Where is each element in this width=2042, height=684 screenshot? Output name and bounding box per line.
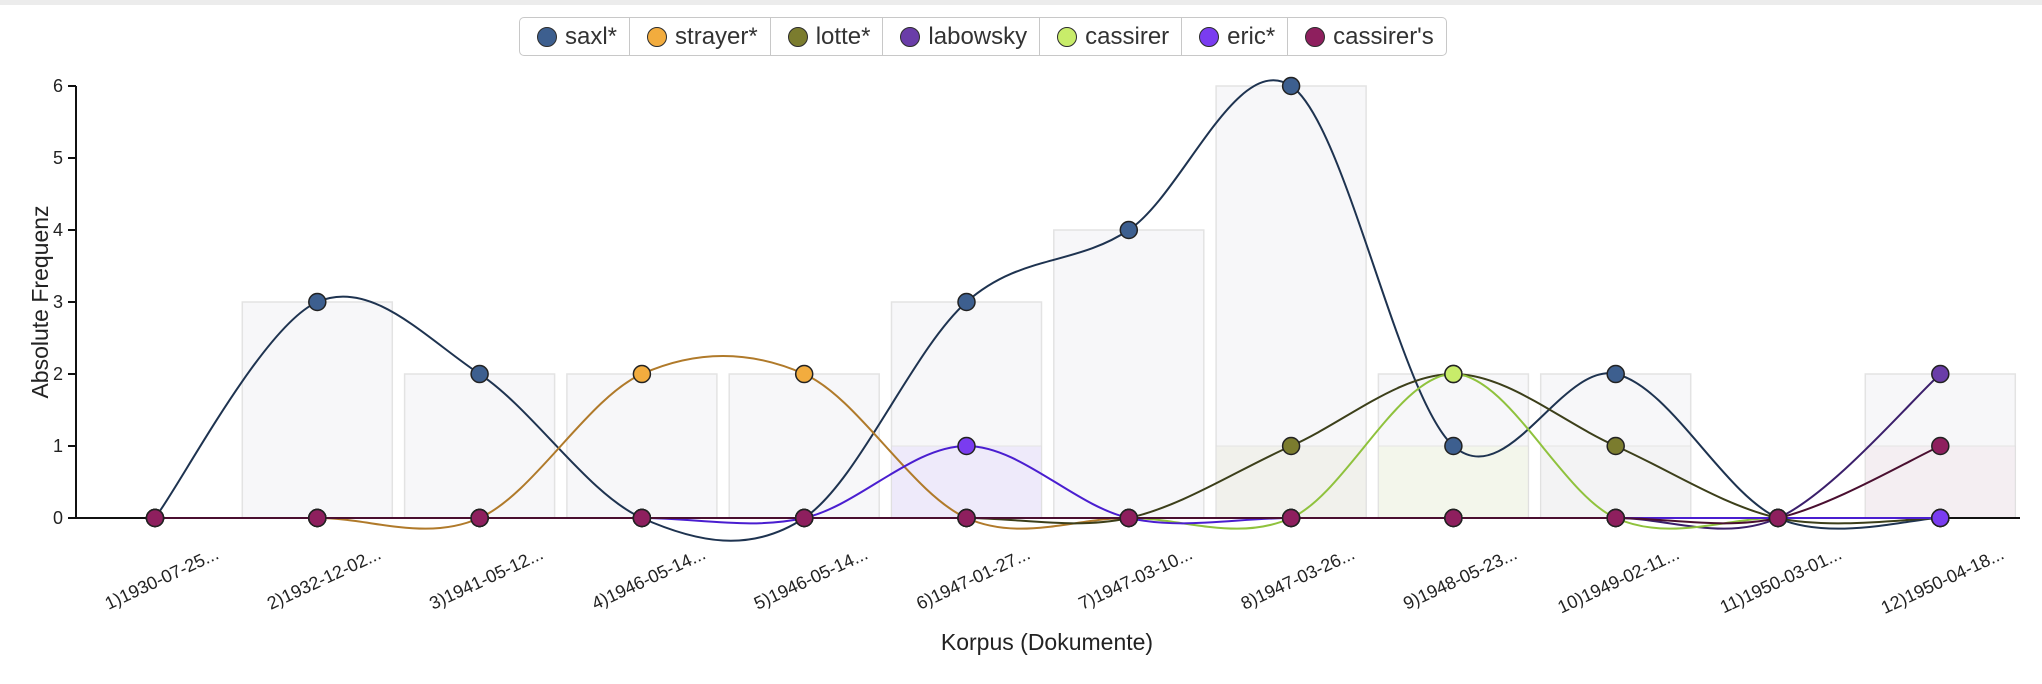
x-tick-label: 10)1949-02-11...: [1555, 543, 1683, 617]
data-point-strayer[interactable]: [632, 364, 652, 384]
data-point-saxl[interactable]: [1444, 436, 1463, 456]
legend-label: cassirer: [1085, 22, 1170, 50]
data-point-cassirer-s[interactable]: [794, 508, 814, 528]
legend-swatch: [537, 26, 557, 47]
data-point-cassirer[interactable]: [1444, 364, 1463, 384]
x-tick-label: 9)1948-05-23...: [1400, 543, 1520, 613]
x-tick-label: 6)1947-01-27...: [913, 543, 1033, 613]
background-bar: [1053, 229, 1205, 519]
y-tick-label: 6: [53, 76, 63, 96]
data-point-cassirer-s[interactable]: [1606, 508, 1625, 528]
legend-item-saxl[interactable]: saxl*: [520, 18, 629, 55]
chart-legend: saxl* strayer* lotte* labowsky cassirer eric*…: [519, 17, 1447, 56]
background-bar: [241, 301, 394, 519]
legend-label: labowsky: [928, 22, 1028, 50]
series-line-cassirer-s: [155, 445, 1941, 525]
x-tick-label: 5)1946-05-14...: [751, 543, 871, 613]
legend-label: lotte*: [815, 22, 871, 50]
x-tick-label: 7)1947-03-10...: [1075, 543, 1195, 613]
y-tick-label: 3: [53, 292, 63, 312]
legend-item-cassirer[interactable]: cassirer: [1039, 18, 1181, 55]
data-point-lotte[interactable]: [1606, 436, 1625, 456]
data-point-saxl[interactable]: [308, 292, 327, 312]
data-point-eric[interactable]: [957, 436, 976, 456]
background-bars: [241, 85, 2017, 519]
background-bar: [566, 373, 718, 519]
x-tick-label: 4)1946-05-14...: [589, 543, 709, 613]
data-point-cassirer-s[interactable]: [1768, 508, 1788, 528]
data-point-cassirer-s[interactable]: [1119, 508, 1139, 528]
data-point-lotte[interactable]: [1281, 436, 1301, 456]
background-bar-inner: [1215, 445, 1367, 519]
data-point-cassirer-s[interactable]: [1281, 508, 1301, 528]
data-point-cassirer-s[interactable]: [1931, 436, 1950, 456]
legend-label: eric*: [1227, 22, 1276, 50]
legend-swatch: [647, 26, 668, 47]
data-point-saxl[interactable]: [957, 292, 976, 312]
background-bar-inner: [1540, 445, 1692, 519]
data-point-saxl[interactable]: [470, 364, 489, 384]
data-point-cassirer-s[interactable]: [470, 508, 489, 528]
top-strip: [0, 0, 2042, 5]
background-bar-inner: [1864, 445, 2016, 519]
background-bar-inner: [891, 445, 1042, 519]
background-bar: [403, 373, 556, 519]
y-tick-label: 4: [53, 220, 63, 240]
y-axis-title: Absolute Frequenz: [27, 205, 53, 398]
legend-swatch: [1057, 26, 1078, 47]
background-bar-inner: [1377, 445, 1529, 519]
data-point-saxl[interactable]: [1606, 364, 1625, 384]
y-tick-label: 5: [53, 148, 63, 168]
x-axis-title: Korpus (Dokumente): [941, 629, 1153, 655]
data-point-labowsky[interactable]: [1931, 364, 1950, 384]
x-tick-label: 11)1950-03-01...: [1717, 543, 1845, 617]
x-tick-label: 1)1930-07-25...: [102, 543, 222, 613]
data-point-cassirer-s[interactable]: [632, 508, 652, 528]
data-point-saxl[interactable]: [1281, 76, 1301, 96]
data-point-strayer[interactable]: [794, 364, 814, 384]
data-point-cassirer-s[interactable]: [308, 508, 327, 528]
legend-label: strayer*: [675, 22, 758, 50]
y-tick-label: 0: [53, 508, 63, 528]
data-point-cassirer-s[interactable]: [1444, 508, 1463, 528]
x-tick-label: 2)1932-12-02...: [264, 543, 384, 613]
legend-swatch: [1305, 26, 1326, 47]
data-point-eric[interactable]: [1931, 508, 1950, 528]
x-tick-label: 3)1941-05-12...: [426, 543, 546, 613]
legend-item-lotte[interactable]: lotte*: [769, 18, 883, 55]
x-tick-label: 12)1950-04-18...: [1878, 543, 2007, 617]
legend-label: saxl*: [565, 22, 618, 50]
y-tick-label: 1: [53, 436, 63, 456]
legend-item-strayer[interactable]: strayer*: [629, 18, 770, 55]
data-point-saxl[interactable]: [1119, 220, 1139, 240]
legend-swatch: [1199, 26, 1220, 47]
x-tick-label: 8)1947-03-26...: [1238, 543, 1358, 613]
legend-item-labowsky[interactable]: labowsky: [882, 18, 1039, 55]
legend-item-eric[interactable]: eric*: [1181, 18, 1287, 55]
background-bar: [728, 373, 880, 519]
data-point-cassirer-s[interactable]: [957, 508, 976, 528]
series-points: [145, 76, 1950, 528]
legend-swatch: [900, 26, 921, 47]
legend-label: cassirer's: [1333, 22, 1434, 50]
y-tick-label: 2: [53, 364, 63, 384]
legend-swatch: [787, 26, 808, 47]
data-point-cassirer-s[interactable]: [145, 508, 165, 528]
legend-item-cassirer-s[interactable]: cassirer's: [1287, 18, 1446, 55]
